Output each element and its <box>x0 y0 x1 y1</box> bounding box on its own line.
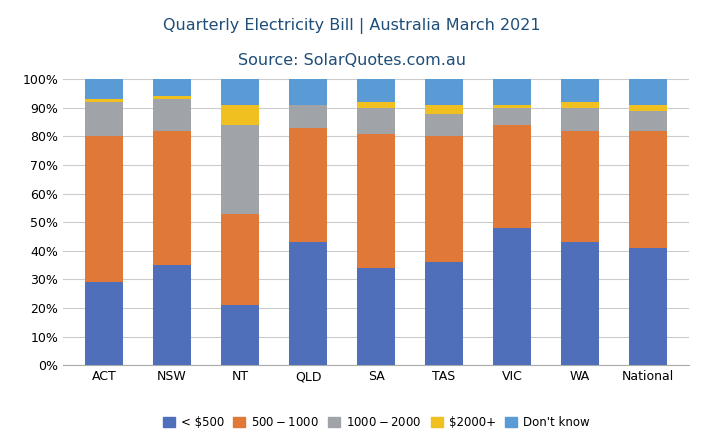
Bar <box>562 108 599 131</box>
Text: Quarterly Electricity Bill | Australia March 2021: Quarterly Electricity Bill | Australia M… <box>162 18 541 33</box>
Bar <box>85 102 123 136</box>
Bar <box>85 99 123 102</box>
Bar <box>153 99 191 131</box>
Legend: < $500, $500 - $1000, $1000- $2000, $2000+, Don't know: < $500, $500 - $1000, $1000- $2000, $200… <box>158 411 594 433</box>
Bar <box>629 111 667 131</box>
Bar <box>562 102 599 108</box>
Bar <box>425 114 463 136</box>
Bar <box>629 105 667 110</box>
Bar <box>85 136 123 282</box>
Bar <box>290 128 327 242</box>
Bar <box>494 125 531 228</box>
Bar <box>494 79 531 105</box>
Bar <box>357 268 395 365</box>
Bar <box>357 102 395 108</box>
Bar <box>221 125 259 214</box>
Bar <box>562 79 599 102</box>
Bar <box>85 282 123 365</box>
Bar <box>425 105 463 114</box>
Bar <box>357 79 395 102</box>
Bar <box>629 79 667 105</box>
Bar <box>153 96 191 99</box>
Bar <box>629 131 667 248</box>
Bar <box>290 105 327 128</box>
Bar <box>290 79 327 105</box>
Bar <box>221 214 259 305</box>
Bar <box>290 242 327 365</box>
Bar <box>221 305 259 365</box>
Bar <box>357 108 395 134</box>
Bar <box>494 108 531 125</box>
Bar <box>494 228 531 365</box>
Bar <box>153 131 191 265</box>
Bar <box>425 136 463 262</box>
Bar <box>562 131 599 242</box>
Bar <box>85 79 123 99</box>
Text: Source: SolarQuotes.com.au: Source: SolarQuotes.com.au <box>238 53 465 68</box>
Bar <box>357 134 395 268</box>
Bar <box>153 79 191 96</box>
Bar <box>221 79 259 105</box>
Bar <box>629 248 667 365</box>
Bar <box>425 79 463 105</box>
Bar <box>494 105 531 108</box>
Bar <box>153 265 191 365</box>
Bar <box>221 105 259 125</box>
Bar <box>425 262 463 365</box>
Bar <box>562 242 599 365</box>
